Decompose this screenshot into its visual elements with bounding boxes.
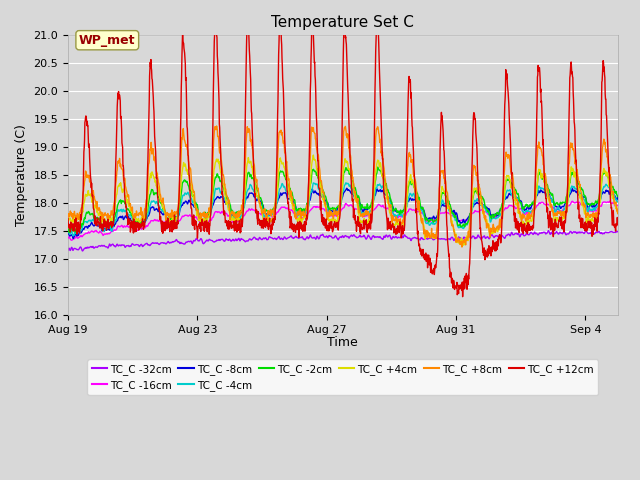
TC_C -2cm bbox=[65, 229, 73, 235]
Title: Temperature Set C: Temperature Set C bbox=[271, 15, 414, 30]
TC_C +12cm bbox=[459, 294, 467, 300]
Line: TC_C -8cm: TC_C -8cm bbox=[68, 188, 618, 239]
TC_C +4cm bbox=[79, 206, 87, 212]
TC_C -8cm bbox=[64, 230, 72, 236]
TC_C -16cm bbox=[360, 214, 367, 219]
Legend: TC_C -32cm, TC_C -16cm, TC_C -8cm, TC_C -4cm, TC_C -2cm, TC_C +4cm, TC_C +8cm, T: TC_C -32cm, TC_C -16cm, TC_C -8cm, TC_C … bbox=[88, 360, 598, 395]
TC_C -4cm bbox=[202, 216, 210, 221]
TC_C -4cm bbox=[155, 204, 163, 210]
Line: TC_C +8cm: TC_C +8cm bbox=[68, 126, 618, 247]
TC_C -2cm bbox=[80, 218, 88, 224]
TC_C +8cm bbox=[186, 167, 194, 172]
TC_C +4cm bbox=[64, 218, 72, 224]
TC_C -2cm bbox=[155, 194, 163, 200]
TC_C -4cm bbox=[69, 233, 77, 239]
Line: TC_C -32cm: TC_C -32cm bbox=[68, 231, 618, 251]
TC_C -16cm bbox=[614, 203, 621, 208]
TC_C -2cm bbox=[202, 211, 210, 216]
TC_C +4cm bbox=[154, 186, 162, 192]
Y-axis label: Temperature (C): Temperature (C) bbox=[15, 124, 28, 226]
TC_C -8cm bbox=[343, 185, 351, 191]
TC_C -16cm bbox=[202, 221, 210, 227]
Line: TC_C +4cm: TC_C +4cm bbox=[68, 155, 618, 245]
TC_C +12cm bbox=[186, 190, 194, 195]
TC_C -16cm bbox=[605, 198, 613, 204]
TC_C +8cm bbox=[202, 216, 209, 221]
TC_C -2cm bbox=[614, 194, 621, 200]
TC_C +8cm bbox=[458, 244, 466, 250]
TC_C +4cm bbox=[310, 152, 317, 158]
TC_C +12cm bbox=[493, 242, 501, 248]
TC_C -16cm bbox=[64, 235, 72, 241]
TC_C -16cm bbox=[186, 212, 194, 218]
TC_C +12cm bbox=[79, 187, 87, 193]
TC_C -32cm bbox=[79, 248, 86, 254]
TC_C +12cm bbox=[360, 217, 367, 223]
TC_C -2cm bbox=[374, 164, 381, 170]
TC_C -4cm bbox=[80, 221, 88, 227]
TC_C -8cm bbox=[155, 208, 163, 214]
Line: TC_C -4cm: TC_C -4cm bbox=[68, 183, 618, 236]
TC_C -32cm bbox=[545, 228, 552, 234]
TC_C +12cm bbox=[64, 216, 72, 222]
TC_C +4cm bbox=[460, 242, 467, 248]
TC_C +8cm bbox=[64, 212, 72, 218]
TC_C -32cm bbox=[64, 247, 72, 253]
TC_C -16cm bbox=[80, 232, 88, 238]
TC_C +8cm bbox=[154, 180, 162, 185]
TC_C -8cm bbox=[70, 236, 77, 241]
TC_C -16cm bbox=[493, 213, 501, 218]
TC_C +8cm bbox=[493, 223, 501, 229]
TC_C -8cm bbox=[80, 227, 88, 232]
TC_C -32cm bbox=[80, 247, 88, 252]
TC_C +12cm bbox=[614, 222, 621, 228]
TC_C +8cm bbox=[614, 211, 621, 216]
TC_C -8cm bbox=[186, 200, 194, 206]
TC_C -32cm bbox=[155, 241, 163, 247]
TC_C +8cm bbox=[79, 189, 87, 195]
TC_C -4cm bbox=[186, 195, 194, 201]
Line: TC_C -2cm: TC_C -2cm bbox=[68, 167, 618, 232]
X-axis label: Time: Time bbox=[328, 336, 358, 349]
TC_C +4cm bbox=[614, 210, 621, 216]
TC_C -2cm bbox=[64, 226, 72, 232]
TC_C -4cm bbox=[614, 199, 621, 204]
TC_C +4cm bbox=[360, 219, 367, 225]
TC_C +12cm bbox=[276, 17, 284, 23]
TC_C -8cm bbox=[360, 207, 368, 213]
TC_C -2cm bbox=[360, 204, 367, 210]
TC_C -2cm bbox=[493, 209, 501, 215]
TC_C -16cm bbox=[155, 218, 163, 224]
TC_C -4cm bbox=[64, 229, 72, 235]
Text: WP_met: WP_met bbox=[79, 34, 136, 47]
TC_C +8cm bbox=[360, 211, 367, 216]
TC_C -32cm bbox=[614, 229, 621, 235]
TC_C +4cm bbox=[493, 228, 501, 233]
TC_C -4cm bbox=[493, 215, 501, 220]
TC_C -32cm bbox=[360, 233, 367, 239]
TC_C +12cm bbox=[154, 203, 162, 208]
TC_C +8cm bbox=[212, 123, 220, 129]
TC_C -4cm bbox=[342, 180, 350, 186]
TC_C +12cm bbox=[202, 220, 209, 226]
TC_C -4cm bbox=[360, 209, 368, 215]
TC_C -2cm bbox=[186, 188, 194, 193]
TC_C -32cm bbox=[202, 239, 210, 244]
TC_C +4cm bbox=[202, 214, 209, 220]
TC_C +4cm bbox=[186, 180, 194, 186]
TC_C -16cm bbox=[68, 237, 76, 243]
Line: TC_C +12cm: TC_C +12cm bbox=[68, 20, 618, 297]
TC_C -32cm bbox=[186, 239, 194, 244]
TC_C -32cm bbox=[493, 233, 501, 239]
TC_C -8cm bbox=[493, 212, 501, 218]
TC_C -8cm bbox=[202, 216, 210, 222]
Line: TC_C -16cm: TC_C -16cm bbox=[68, 201, 618, 240]
TC_C -8cm bbox=[614, 194, 621, 200]
